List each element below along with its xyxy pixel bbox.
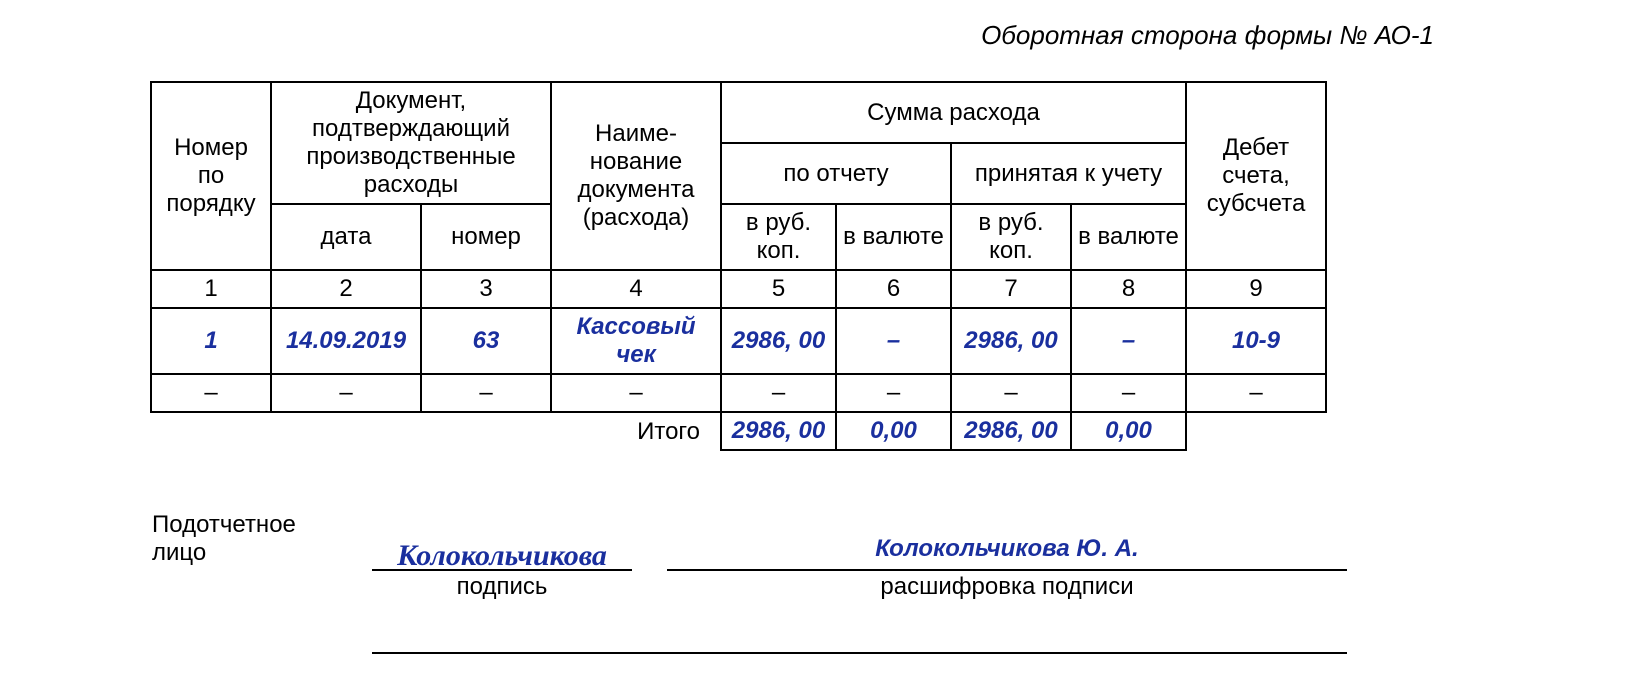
r1-val-report: – [836, 308, 951, 374]
hdr-col1: Номер по порядку [151, 82, 271, 270]
r2-name: – [551, 374, 721, 412]
form-title: Оборотная сторона формы № АО-1 [0, 20, 1644, 51]
itogo-val-accept: 0,00 [1071, 412, 1186, 450]
r2-date: – [271, 374, 421, 412]
r2-num: – [151, 374, 271, 412]
itogo-rub-report: 2986, 00 [721, 412, 836, 450]
signature-sublabels: подпись расшифровка подписи [372, 571, 1644, 601]
colnum-6: 6 [836, 270, 951, 308]
expense-table: Номер по порядку Документ, подтверждающи… [150, 81, 1327, 451]
signature-name: Колокольчикова Ю. А. [875, 535, 1138, 562]
r2-rub-accept: – [951, 374, 1071, 412]
colnum-row: 1 2 3 4 5 6 7 8 9 [151, 270, 1326, 308]
sig-label-line2: лицо [152, 539, 206, 566]
sub-name-label: расшифровка подписи [667, 573, 1347, 601]
r1-date: 14.09.2019 [271, 308, 421, 374]
colnum-1: 1 [151, 270, 271, 308]
itogo-empty [1186, 412, 1326, 450]
colnum-8: 8 [1071, 270, 1186, 308]
signature-field: Колокольчикова [372, 535, 632, 571]
hdr-col2-group: Документ, подтверждающий производственны… [271, 82, 551, 204]
hdr-sum-report: по отчету [721, 143, 951, 204]
r1-debit: 10-9 [1186, 308, 1326, 374]
itogo-val-report: 0,00 [836, 412, 951, 450]
hdr-col2: дата [271, 204, 421, 270]
colnum-3: 3 [421, 270, 551, 308]
r2-rub-report: – [721, 374, 836, 412]
r2-val-accept: – [1071, 374, 1186, 412]
signature-label: Подотчетное лицо [152, 511, 372, 571]
bottom-line [372, 651, 1347, 654]
colnum-5: 5 [721, 270, 836, 308]
r2-val-report: – [836, 374, 951, 412]
r1-name: Кассовый чек [551, 308, 721, 374]
sig-label-line1: Подотчетное [152, 511, 296, 538]
r2-docnum: – [421, 374, 551, 412]
hdr-sum-group: Сумма расхода [721, 82, 1186, 143]
r1-rub-accept: 2986, 00 [951, 308, 1071, 374]
hdr-col3: номер [421, 204, 551, 270]
hdr-col5: в руб. коп. [721, 204, 836, 270]
data-row-2: – – – – – – – – – [151, 374, 1326, 412]
itogo-label: Итого [151, 412, 721, 450]
colnum-4: 4 [551, 270, 721, 308]
colnum-7: 7 [951, 270, 1071, 308]
itogo-rub-accept: 2986, 00 [951, 412, 1071, 450]
colnum-9: 9 [1186, 270, 1326, 308]
hdr-col9: Дебет счета, субсчета [1186, 82, 1326, 270]
r1-val-accept: – [1071, 308, 1186, 374]
sub-sign-label: подпись [372, 573, 632, 601]
r1-num: 1 [151, 308, 271, 374]
itogo-row: Итого 2986, 00 0,00 2986, 00 0,00 [151, 412, 1326, 450]
hdr-col7: в руб. коп. [951, 204, 1071, 270]
signature-name-field: Колокольчикова Ю. А. [667, 535, 1347, 571]
r2-debit: – [1186, 374, 1326, 412]
data-row-1: 1 14.09.2019 63 Кассовый чек 2986, 00 – … [151, 308, 1326, 374]
r1-rub-report: 2986, 00 [721, 308, 836, 374]
signature-handwriting: Колокольчикова [397, 539, 607, 572]
hdr-col8: в валюте [1071, 204, 1186, 270]
hdr-col4: Наиме-нование документа (расхода) [551, 82, 721, 270]
header-row-1: Номер по порядку Документ, подтверждающи… [151, 82, 1326, 143]
signature-block: Подотчетное лицо Колокольчикова Колоколь… [152, 511, 1644, 571]
r1-docnum: 63 [421, 308, 551, 374]
colnum-2: 2 [271, 270, 421, 308]
hdr-col6: в валюте [836, 204, 951, 270]
hdr-sum-accepted: принятая к учету [951, 143, 1186, 204]
header-row-3: дата номер в руб. коп. в валюте в руб. к… [151, 204, 1326, 270]
